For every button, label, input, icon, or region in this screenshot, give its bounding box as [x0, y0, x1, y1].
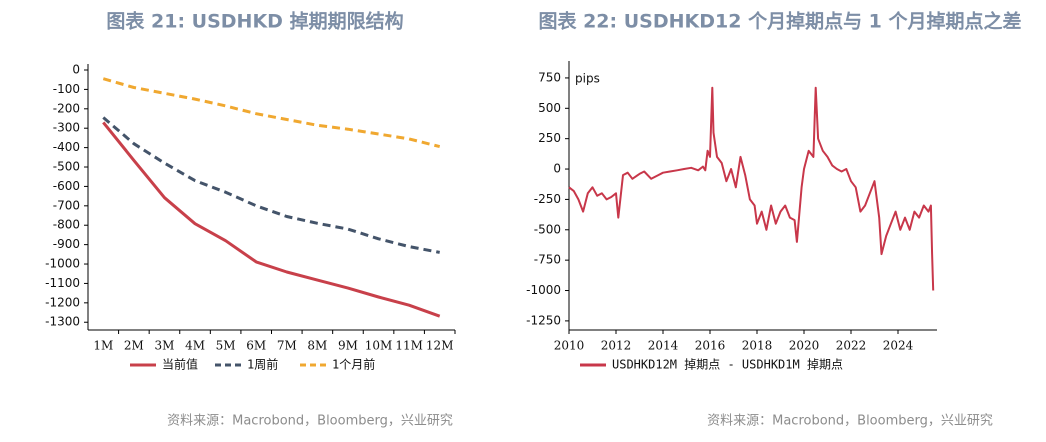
- x-tick-label: 12M: [426, 339, 454, 353]
- y-tick-label: 750: [538, 70, 561, 84]
- series-line: [102, 116, 440, 254]
- y-tick-label: -1000: [45, 257, 80, 271]
- y-tick-label: -400: [53, 140, 80, 154]
- x-tick-label: 3M: [154, 339, 174, 353]
- source: 资料来源：Macrobond，Bloomberg，兴业研究: [707, 414, 993, 429]
- legend-label: 1个月前: [332, 357, 375, 372]
- y-label: pips: [575, 72, 600, 86]
- x-tick-label: 2014: [648, 339, 679, 353]
- legend-label: 1周前: [247, 357, 278, 372]
- x-tick-label: 4M: [185, 339, 205, 353]
- y-tick-label: -1100: [45, 276, 80, 290]
- x-tick-label: 6M: [246, 339, 266, 353]
- y-tick-label: -700: [53, 198, 80, 212]
- y-tick-label: -900: [53, 237, 80, 251]
- x-tick-label: 1M: [93, 339, 113, 353]
- y-tick-label: 0: [72, 63, 80, 77]
- x-tick-label: 2022: [836, 339, 867, 353]
- y-tick-label: -500: [53, 160, 80, 174]
- x-tick-label: 7M: [277, 339, 297, 353]
- legend-label: 当前值: [162, 357, 198, 372]
- y-tick-label: -250: [534, 192, 561, 206]
- x-tick-label: 2020: [789, 339, 820, 353]
- x-tick-label: 10M: [365, 339, 393, 353]
- y-tick-label: -100: [53, 82, 80, 96]
- x-tick-label: 11M: [395, 339, 423, 353]
- x-tick-label: 2018: [742, 339, 773, 353]
- x-tick-label: 9M: [338, 339, 358, 353]
- y-tick-label: -1000: [526, 283, 561, 297]
- y-tick-label: 500: [538, 101, 561, 115]
- y-tick-label: -1250: [526, 313, 561, 327]
- source: 资料来源：Macrobond，Bloomberg，兴业研究: [167, 414, 453, 429]
- y-tick-label: -600: [53, 179, 80, 193]
- y-tick-label: -200: [53, 101, 80, 115]
- legend-label: USDHKD12M 掉期点 - USDHKD1M 掉期点: [612, 358, 843, 372]
- chart-title: 图表 22: USDHKD12 个月掉期点与 1 个月掉期点之差: [538, 10, 1021, 33]
- y-tick-label: -1200: [45, 295, 80, 309]
- series-line: [102, 77, 441, 149]
- x-tick-label: 2024: [883, 339, 914, 353]
- x-tick-label: 2012: [601, 339, 632, 353]
- y-tick-label: 0: [553, 162, 561, 176]
- series-line: [568, 86, 935, 291]
- y-tick-label: 250: [538, 131, 561, 145]
- y-tick-label: -300: [53, 121, 80, 135]
- x-tick-label: 8M: [307, 339, 327, 353]
- y-tick-label: -1300: [45, 315, 80, 329]
- series-line: [102, 121, 441, 318]
- y-tick-label: -750: [534, 253, 561, 267]
- chart-title: 图表 21: USDHKD 掉期期限结构: [106, 10, 403, 33]
- x-tick-label: 2016: [695, 339, 726, 353]
- x-tick-label: 5M: [216, 339, 236, 353]
- y-tick-label: -800: [53, 218, 80, 232]
- x-tick-label: 2010: [554, 339, 585, 353]
- y-tick-label: -500: [534, 222, 561, 236]
- x-tick-label: 2M: [124, 339, 144, 353]
